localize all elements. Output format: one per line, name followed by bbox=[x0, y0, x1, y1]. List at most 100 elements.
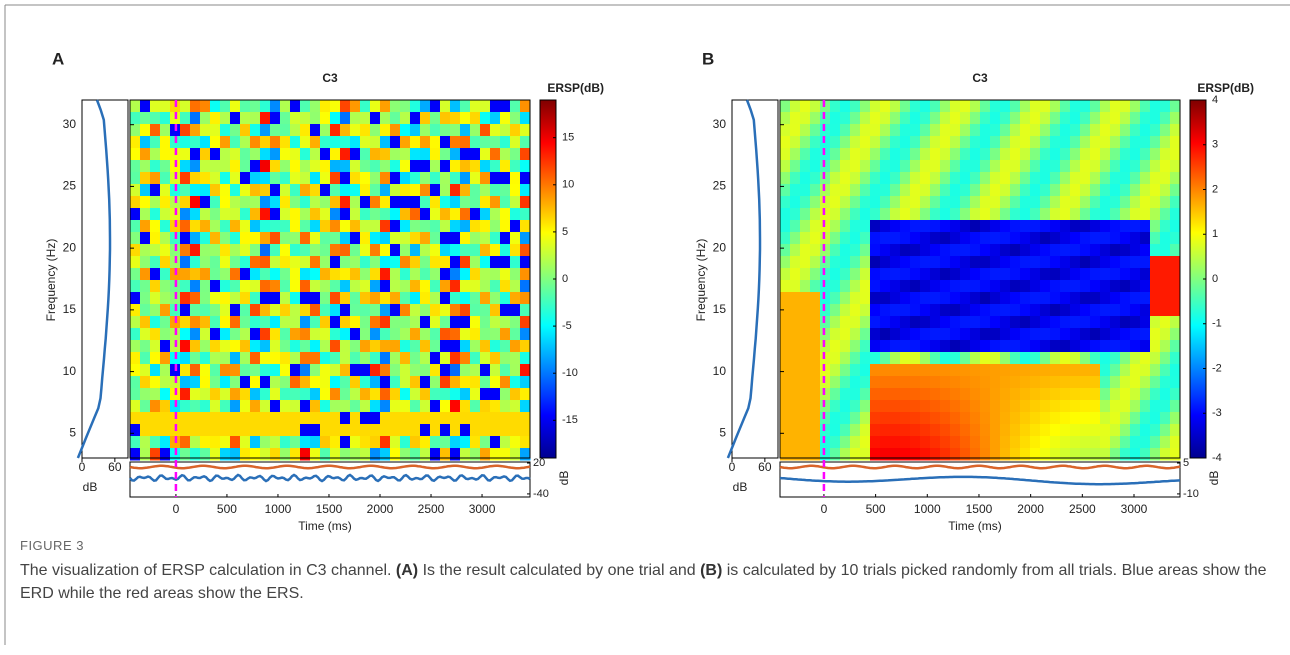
heatmap-cell bbox=[940, 172, 951, 185]
heatmap-cell bbox=[790, 304, 801, 317]
heatmap-cell bbox=[400, 220, 411, 233]
heatmap-cell bbox=[870, 388, 881, 401]
heatmap-cell bbox=[1040, 292, 1051, 305]
heatmap-cell bbox=[490, 208, 501, 221]
heatmap-cell bbox=[270, 364, 281, 377]
heatmap-cell bbox=[790, 160, 801, 173]
heatmap-cell bbox=[850, 436, 861, 449]
heatmap-cell bbox=[920, 400, 931, 413]
heatmap-cell bbox=[1000, 136, 1011, 149]
heatmap-cell bbox=[360, 376, 371, 389]
heatmap-cell bbox=[980, 256, 991, 269]
heatmap-cell bbox=[450, 100, 461, 113]
heatmap-cell bbox=[240, 400, 251, 413]
heatmap-cell bbox=[440, 184, 451, 197]
heatmap-cell bbox=[370, 100, 381, 113]
heatmap-cell bbox=[1160, 220, 1171, 233]
heatmap-cell bbox=[1130, 352, 1141, 365]
heatmap-cell bbox=[380, 256, 391, 269]
heatmap-cell bbox=[460, 256, 471, 269]
heatmap-cell bbox=[220, 400, 231, 413]
heatmap-cell bbox=[140, 376, 151, 389]
heatmap-cell bbox=[470, 412, 481, 425]
heatmap-cell bbox=[220, 304, 231, 317]
frame-left-lower bbox=[4, 535, 6, 645]
heatmap-cell bbox=[1050, 172, 1061, 185]
heatmap-cell bbox=[130, 400, 141, 413]
heatmap-cell bbox=[140, 148, 151, 161]
heatmap-cell bbox=[180, 196, 191, 209]
heatmap-cell bbox=[220, 172, 231, 185]
heatmap-cell bbox=[920, 244, 931, 257]
heatmap-cell bbox=[180, 280, 191, 293]
heatmap-cell bbox=[1160, 112, 1171, 125]
heatmap-cell bbox=[1000, 160, 1011, 173]
heatmap-cell bbox=[930, 448, 941, 461]
heatmap-cell bbox=[230, 424, 241, 437]
heatmap-cell bbox=[980, 412, 991, 425]
heatmap-cell bbox=[1080, 328, 1091, 341]
heatmap-cell bbox=[880, 292, 891, 305]
heatmap-cell bbox=[220, 388, 231, 401]
heatmap-cell bbox=[980, 232, 991, 245]
heatmap-cell bbox=[1020, 256, 1031, 269]
heatmap-cell bbox=[940, 328, 951, 341]
heatmap-cell bbox=[820, 304, 831, 317]
caption-part: Is the result calculated by one trial an… bbox=[418, 562, 701, 579]
heatmap-cell bbox=[350, 100, 361, 113]
heatmap-cell bbox=[980, 424, 991, 437]
heatmap-cell bbox=[210, 424, 221, 437]
heatmap-cell bbox=[200, 172, 211, 185]
heatmap-cell bbox=[860, 412, 871, 425]
heatmap-cell bbox=[220, 412, 231, 425]
heatmap-cell bbox=[970, 376, 981, 389]
heatmap-cell bbox=[520, 148, 531, 161]
heatmap-cell bbox=[270, 436, 281, 449]
heatmap-cell bbox=[270, 340, 281, 353]
heatmap-cell bbox=[200, 136, 211, 149]
heatmap-cell bbox=[340, 244, 351, 257]
heatmap-cell bbox=[850, 172, 861, 185]
heatmap-cell bbox=[380, 388, 391, 401]
heatmap-cell bbox=[460, 136, 471, 149]
heatmap-cell bbox=[260, 208, 271, 221]
heatmap-cell bbox=[910, 160, 921, 173]
heatmap-cell bbox=[440, 196, 451, 209]
heatmap-cell bbox=[310, 148, 321, 161]
heatmap-cell bbox=[1060, 412, 1071, 425]
x-tick-label: 2500 bbox=[1069, 502, 1096, 516]
heatmap-cell bbox=[830, 220, 841, 233]
heatmap-cell bbox=[310, 328, 321, 341]
heatmap-cell bbox=[370, 172, 381, 185]
heatmap-cell bbox=[1020, 424, 1031, 437]
heatmap-cell bbox=[440, 208, 451, 221]
heatmap-cell bbox=[270, 412, 281, 425]
heatmap-cell bbox=[430, 220, 441, 233]
heatmap-cell bbox=[510, 256, 521, 269]
heatmap-cell bbox=[1150, 268, 1161, 281]
heatmap-cell bbox=[320, 292, 331, 305]
heatmap-cell bbox=[260, 256, 271, 269]
heatmap-cell bbox=[430, 100, 441, 113]
heatmap-cell bbox=[910, 328, 921, 341]
heatmap-cell bbox=[1070, 436, 1081, 449]
heatmap-cell bbox=[960, 376, 971, 389]
heatmap-cell bbox=[950, 256, 961, 269]
heatmap-cell bbox=[310, 196, 321, 209]
heatmap-cell bbox=[420, 352, 431, 365]
colorbar-tick-label: -10 bbox=[562, 367, 578, 379]
heatmap-cell bbox=[500, 412, 511, 425]
heatmap-cell bbox=[510, 400, 521, 413]
heatmap-cell bbox=[870, 184, 881, 197]
heatmap-cell bbox=[490, 388, 501, 401]
heatmap-cell bbox=[190, 328, 201, 341]
heatmap-cell bbox=[960, 424, 971, 437]
heatmap-cell bbox=[440, 148, 451, 161]
heatmap-cell bbox=[1170, 196, 1181, 209]
heatmap-cell bbox=[390, 388, 401, 401]
heatmap-cell bbox=[880, 112, 891, 125]
heatmap-cell bbox=[1110, 304, 1121, 317]
heatmap-cell bbox=[470, 256, 481, 269]
heatmap-cell bbox=[980, 376, 991, 389]
heatmap-cell bbox=[480, 268, 491, 281]
